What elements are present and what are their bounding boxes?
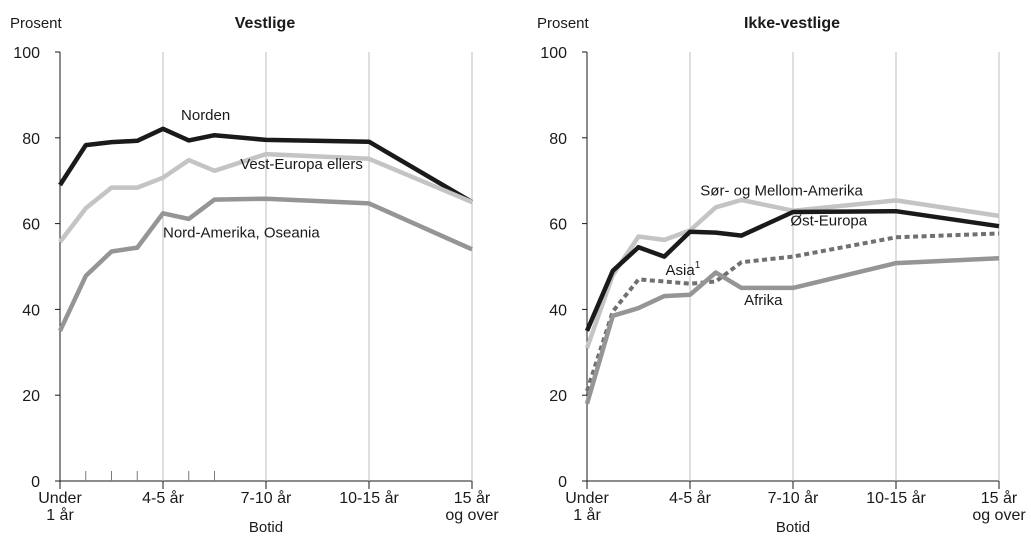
x-tick-label: 10-15 år	[339, 489, 399, 507]
x-axis-title: Botid	[249, 519, 283, 536]
y-tick-label: 20	[22, 388, 40, 405]
series-label-ost-europa: Øst-Europa	[790, 213, 867, 230]
y-axis-title: Prosent	[10, 15, 63, 32]
x-tick-label: 15 år og over	[445, 489, 499, 524]
series-line-norden	[58, 126, 474, 205]
x-tick-label: Under 1 år	[565, 490, 609, 524]
series-label-norden: Norden	[181, 107, 230, 124]
x-tick-label: 7-10 år	[768, 489, 819, 507]
series-line-ost-europa	[584, 208, 1000, 332]
y-tick-label: 80	[22, 131, 40, 148]
series-line-vest-europa-ellers	[58, 151, 473, 244]
series-line-nord-amerika-oseania	[57, 196, 473, 332]
x-axis-title: Botid	[776, 519, 810, 536]
y-tick-label: 60	[22, 217, 40, 234]
chart-title: Vestlige	[235, 15, 296, 32]
panel-ikke-vestlige: 0 20 40 60 80 100 Under 1 år 4-5 år 7-10 år 10-15 …	[537, 15, 1026, 536]
x-tick-label: 4-5 år	[669, 489, 711, 507]
series-label-afrika: Afrika	[744, 292, 783, 309]
series-line-afrika	[584, 256, 1000, 405]
series-label-asia: Asia1	[666, 260, 701, 279]
series-line-sor-og-mellom-amerika	[584, 197, 1000, 349]
y-axis-title: Prosent	[537, 15, 590, 32]
panel-vestlige: 0 20 40 60 80 100 Under 1 år 4-5 år 7-10 år 10-15 …	[10, 15, 499, 536]
chart-title: Ikke-vestlige	[744, 15, 840, 32]
y-tick-label: 100	[540, 45, 567, 62]
series-label-vest-europa-ellers: Vest-Europa ellers	[240, 156, 363, 173]
x-tick-label: 10-15 år	[866, 489, 926, 507]
y-tick-label: 100	[13, 45, 40, 62]
series-label-nord-amerika-oseania: Nord-Amerika, Oseania	[163, 224, 320, 241]
y-tick-label: 0	[558, 474, 567, 491]
series-label-sor-og-mellom-amerika: Sør- og Mellom-Amerika	[700, 183, 863, 200]
y-tick-label: 40	[22, 302, 40, 319]
y-tick-label: 0	[31, 474, 40, 491]
y-tick-label: 20	[549, 388, 567, 405]
y-tick-label: 40	[549, 302, 567, 319]
x-tick-label: Under 1 år	[38, 490, 82, 524]
x-tick-label: 4-5 år	[142, 489, 184, 507]
x-tick-label: 15 år og over	[972, 489, 1026, 524]
x-tick-label: 7-10 år	[241, 489, 292, 507]
y-tick-label: 80	[549, 131, 567, 148]
y-tick-label: 60	[549, 217, 567, 234]
